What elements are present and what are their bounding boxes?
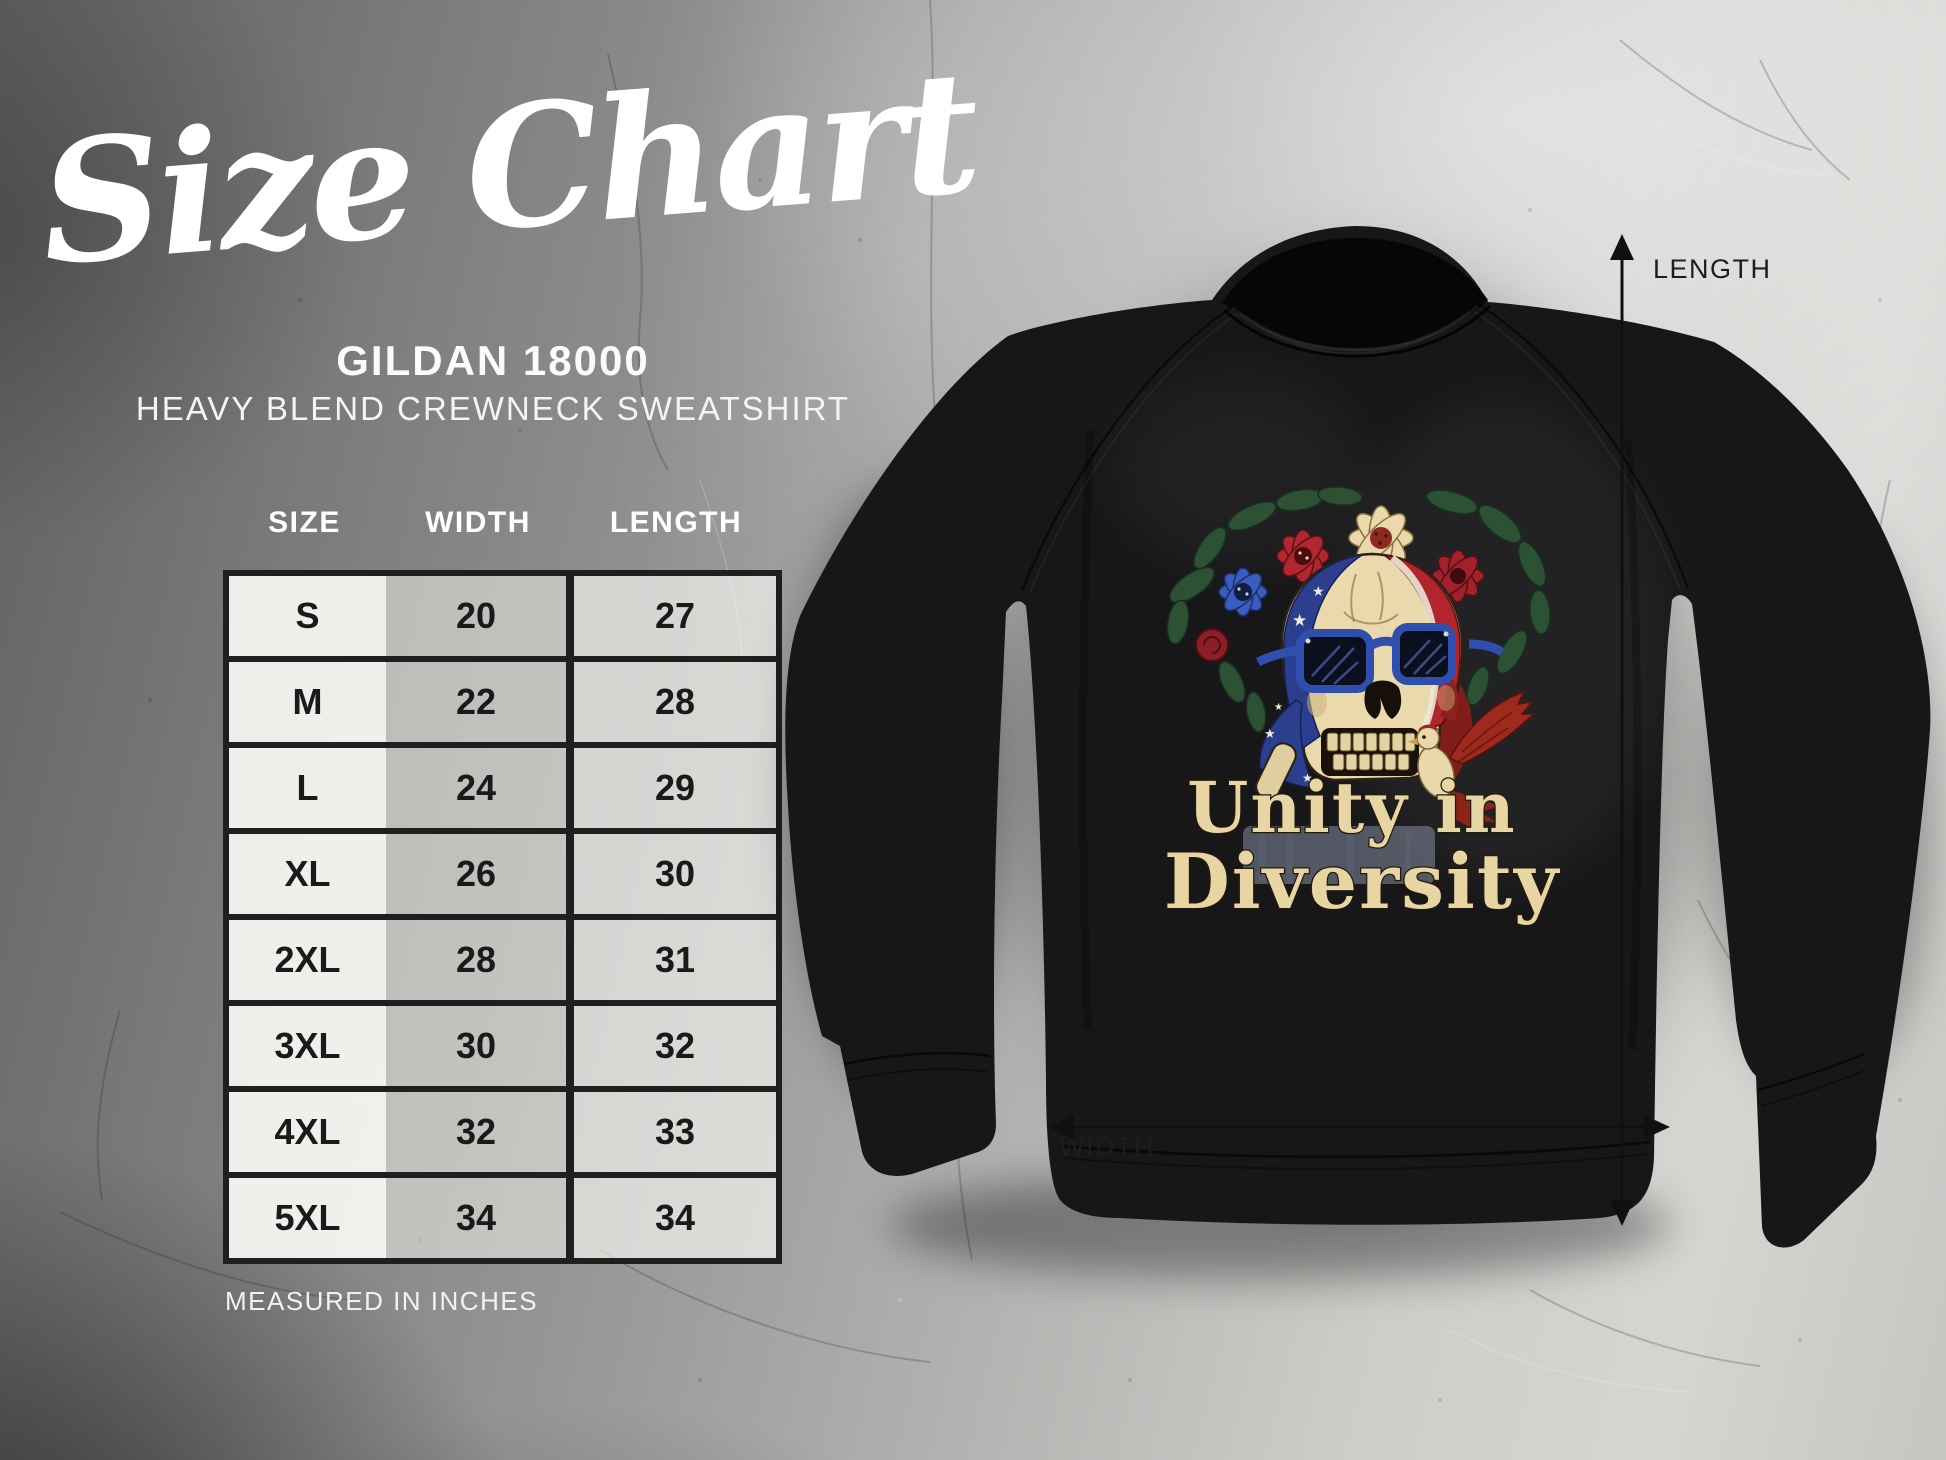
design-text: Unity in Diversity (1163, 765, 1560, 928)
jaw-bone (1255, 742, 1297, 800)
width-cell: 30 (386, 1006, 566, 1086)
svg-text:★: ★ (1274, 702, 1283, 713)
dove (1408, 690, 1537, 832)
length-cell: 33 (566, 1092, 776, 1172)
size-cell: 2XL (229, 920, 386, 1000)
size-cell: L (229, 748, 386, 828)
size-cell: 4XL (229, 1092, 386, 1172)
design-text-line1: Unity in (1187, 766, 1516, 849)
width-cell: 20 (386, 576, 566, 656)
sweatshirt-mockup: ★ ★ ★ ★ ★ ★ ★ (785, 226, 1932, 1280)
product-model: GILDAN 18000 (336, 337, 650, 384)
size-table: S 20 27 M 22 28 L 24 29 XL 26 30 2XL 28 31 3XL 30 32 4XL 32… (223, 570, 782, 1264)
table-row: 4XL 32 33 (229, 1092, 776, 1178)
product-name: HEAVY BLEND CREWNECK SWEATSHIRT (135, 390, 851, 427)
table-row: M 22 28 (229, 662, 776, 748)
crewneck-collar (1222, 238, 1492, 358)
garment-seams (843, 302, 1867, 1170)
design-text-line2: Diversity (1164, 837, 1560, 926)
size-cell: M (229, 662, 386, 742)
length-cell: 29 (566, 748, 776, 828)
size-table-header: SIZE WIDTH LENGTH (223, 506, 782, 540)
table-row: 3XL 30 32 (229, 1006, 776, 1092)
svg-text:★: ★ (1312, 584, 1325, 600)
size-cell: 3XL (229, 1006, 386, 1086)
table-row: S 20 27 (229, 576, 776, 662)
table-row: XL 26 30 (229, 834, 776, 920)
table-row: 5XL 34 34 (229, 1178, 776, 1258)
width-label: WIDTH (1059, 1132, 1155, 1162)
width-cell: 22 (386, 662, 566, 742)
table-row: 2XL 28 31 (229, 920, 776, 1006)
length-arrow (1610, 234, 1634, 1226)
flower-rose-small (1195, 628, 1229, 662)
length-cell: 34 (566, 1178, 776, 1258)
column-header-width: WIDTH (425, 506, 531, 539)
size-cell: XL (229, 834, 386, 914)
column-header-length: LENGTH (609, 506, 743, 539)
column-header-size: SIZE (268, 506, 341, 539)
length-cell: 28 (566, 662, 776, 742)
skull-teeth (1321, 728, 1419, 776)
width-arrow (1048, 1115, 1670, 1139)
size-cell: 5XL (229, 1178, 386, 1258)
length-cell: 27 (566, 576, 776, 656)
flower-blue (1218, 567, 1268, 617)
width-cell: 34 (386, 1178, 566, 1258)
design-backdrop (1243, 826, 1435, 884)
length-cell: 32 (566, 1006, 776, 1086)
skull-nose (1364, 680, 1402, 719)
width-cell: 26 (386, 834, 566, 914)
length-cell: 31 (566, 920, 776, 1000)
width-cell: 24 (386, 748, 566, 828)
table-row: L 24 29 (229, 748, 776, 834)
table-footnote: MEASURED IN INCHES (225, 1286, 539, 1316)
sunglasses (1255, 623, 1505, 693)
svg-text:★: ★ (1302, 771, 1313, 785)
skull-flower-design: ★ ★ ★ ★ ★ ★ ★ (1163, 486, 1560, 928)
width-cell: 32 (386, 1092, 566, 1172)
flower-red-left (1276, 529, 1330, 583)
svg-text:★: ★ (1292, 611, 1307, 631)
length-label: LENGTH (1653, 254, 1772, 284)
flower-red-right (1431, 549, 1485, 603)
length-cell: 30 (566, 834, 776, 914)
size-cell: S (229, 576, 386, 656)
svg-text:★: ★ (1264, 727, 1276, 742)
width-cell: 28 (386, 920, 566, 1000)
